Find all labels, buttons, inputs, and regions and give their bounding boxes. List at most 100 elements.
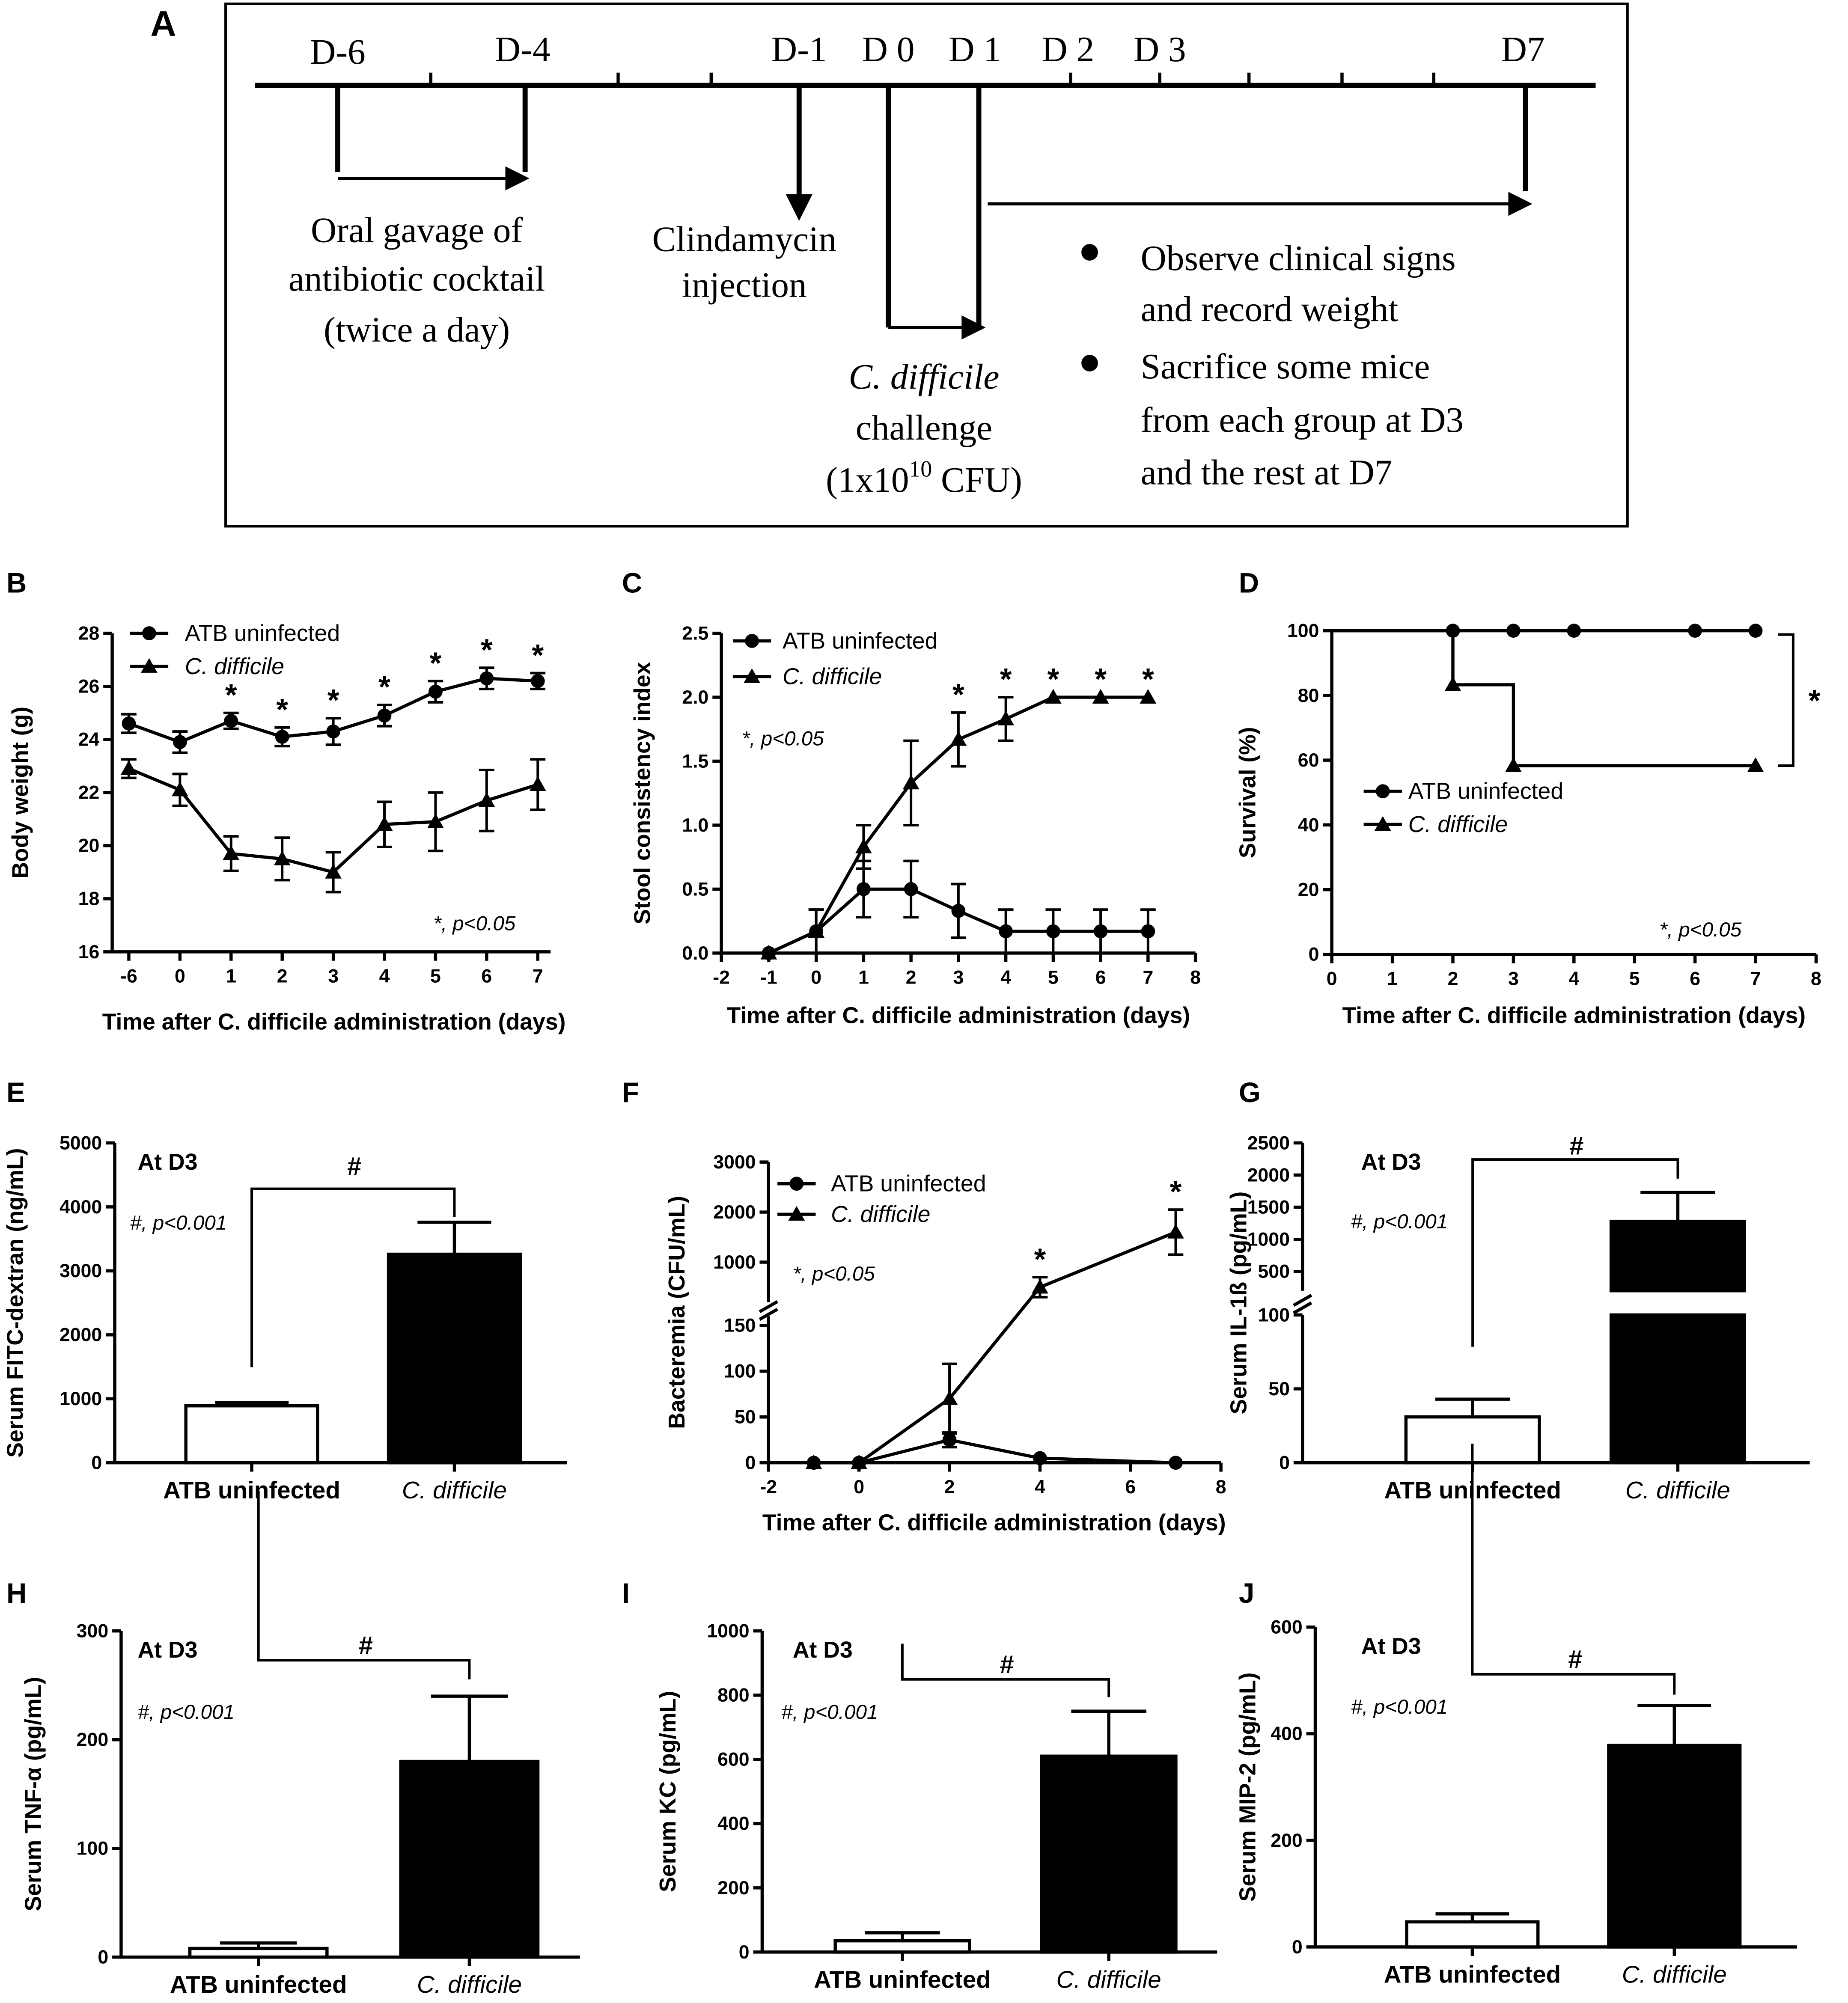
y-tick-label: 50 [1268, 1379, 1290, 1400]
x-tick-label: 6 [1125, 1477, 1136, 1498]
legend-label: C. difficile [831, 1201, 930, 1227]
point-marker [479, 671, 494, 686]
x-tick-label: 0 [811, 967, 821, 988]
step-text: (twice a day) [324, 310, 510, 350]
y-tick-label: 3000 [60, 1260, 102, 1281]
y-axis-label: Body weight (g) [8, 707, 33, 879]
significance-mark: * [1047, 662, 1059, 696]
point-marker [529, 776, 546, 791]
x-tick-label: ATB uninfected [1384, 1961, 1561, 1988]
point-marker [941, 1390, 958, 1405]
day-label: D 1 [949, 30, 1001, 69]
x-tick-label: 8 [1811, 968, 1821, 989]
x-tick-label: C. difficile [1625, 1477, 1730, 1504]
y-axis-label: Stool consistency index [629, 662, 655, 924]
y-tick-label: 0 [739, 1942, 750, 1963]
x-tick-label: 0 [175, 966, 185, 987]
bracket [1778, 633, 1794, 767]
bar [1405, 1920, 1540, 1949]
legend-label: C. difficile [185, 654, 284, 679]
point-marker [478, 792, 495, 807]
y-tick-label: 28 [78, 623, 100, 644]
point-marker [808, 923, 824, 938]
x-tick-label: 6 [481, 966, 492, 987]
note: #, p<0.001 [130, 1212, 227, 1234]
legend-label: C. difficile [1408, 811, 1508, 837]
series-line [813, 1438, 1176, 1465]
bracket [1471, 1158, 1679, 1347]
group-label: At D3 [138, 1149, 198, 1175]
significance-mark: * [430, 646, 442, 680]
panel-letter: J [1239, 1578, 1254, 1609]
day-label: D-4 [495, 30, 551, 69]
step-text: injection [682, 266, 807, 305]
x-tick-label: 3 [953, 967, 964, 988]
y-tick-label: 50 [735, 1407, 756, 1428]
y-tick-label: 18 [78, 889, 100, 909]
error-bar [865, 1931, 940, 1941]
bar [399, 1759, 540, 1959]
significance-mark: * [276, 692, 288, 727]
bar [387, 1252, 522, 1465]
point-marker [1374, 816, 1391, 831]
timeline-box [224, 2, 1629, 528]
panel-letter: B [6, 567, 27, 598]
y-tick-label: 100 [724, 1361, 756, 1382]
axis-break [1293, 1293, 1312, 1307]
x-tick-label: 4 [1035, 1477, 1045, 1498]
point-marker [851, 1454, 868, 1469]
x-tick-label: 2 [277, 966, 288, 987]
x-tick-label: 2 [1448, 968, 1458, 989]
x-tick-label: 1 [858, 967, 869, 988]
x-axis-label: Time after C. difficile administration (… [1342, 1003, 1806, 1028]
y-axis-label: Bacteremia (CFU/mL) [664, 1196, 690, 1429]
point-marker [904, 882, 918, 896]
day-label: D 3 [1134, 30, 1186, 69]
significance-mark: * [1000, 662, 1012, 696]
legend-label: C. difficile [783, 664, 882, 689]
y-tick-label: 20 [1298, 879, 1319, 900]
point-marker [274, 850, 291, 865]
note: *, p<0.05 [1659, 918, 1742, 941]
x-tick-label: 8 [1190, 967, 1201, 988]
group-label: At D3 [1361, 1149, 1421, 1175]
y-tick-label: 100 [1287, 621, 1319, 642]
y-tick-label: 2000 [60, 1325, 102, 1346]
point-marker [1688, 624, 1702, 638]
y-tick-label: 2.0 [682, 687, 708, 708]
x-tick-label: 0 [1327, 968, 1337, 989]
point-marker [1140, 689, 1157, 704]
y-tick-label: 1000 [60, 1388, 102, 1409]
dose-exponent: 10 [909, 456, 932, 481]
x-tick-label: C. difficile [417, 1971, 522, 1998]
y-tick-label: 0 [1292, 1937, 1303, 1958]
point-marker [789, 1177, 804, 1191]
panel-letter: E [6, 1077, 25, 1108]
point-marker [223, 845, 240, 860]
error-bar [1071, 1709, 1146, 1756]
x-tick-label: 3 [1508, 968, 1519, 989]
point-marker [1505, 757, 1522, 772]
point-marker [141, 658, 158, 673]
y-tick-label: 200 [77, 1730, 108, 1750]
point-marker [120, 760, 137, 775]
step-line [1452, 683, 1515, 766]
note: #, p<0.001 [1351, 1696, 1448, 1718]
error-bar [1435, 1912, 1509, 1922]
y-tick-label: 100 [1258, 1305, 1289, 1325]
day-label: D7 [1501, 30, 1545, 69]
note: #, p<0.001 [1351, 1210, 1448, 1233]
step-text: Oral gavage of [311, 211, 523, 250]
y-tick-label: 1500 [1247, 1197, 1290, 1218]
step-text: challenge [856, 408, 992, 448]
bracket [1471, 1444, 1676, 1695]
point-marker [1748, 624, 1763, 638]
bracket-label: * [1809, 684, 1821, 718]
point-marker [902, 774, 920, 790]
panel-letter: A [150, 3, 176, 43]
y-tick-label: 0.0 [682, 943, 708, 964]
y-tick-label: 150 [724, 1315, 756, 1336]
note: #, p<0.001 [138, 1701, 235, 1724]
y-tick-label: 4000 [60, 1197, 102, 1218]
y-tick-label: 0 [745, 1453, 756, 1474]
